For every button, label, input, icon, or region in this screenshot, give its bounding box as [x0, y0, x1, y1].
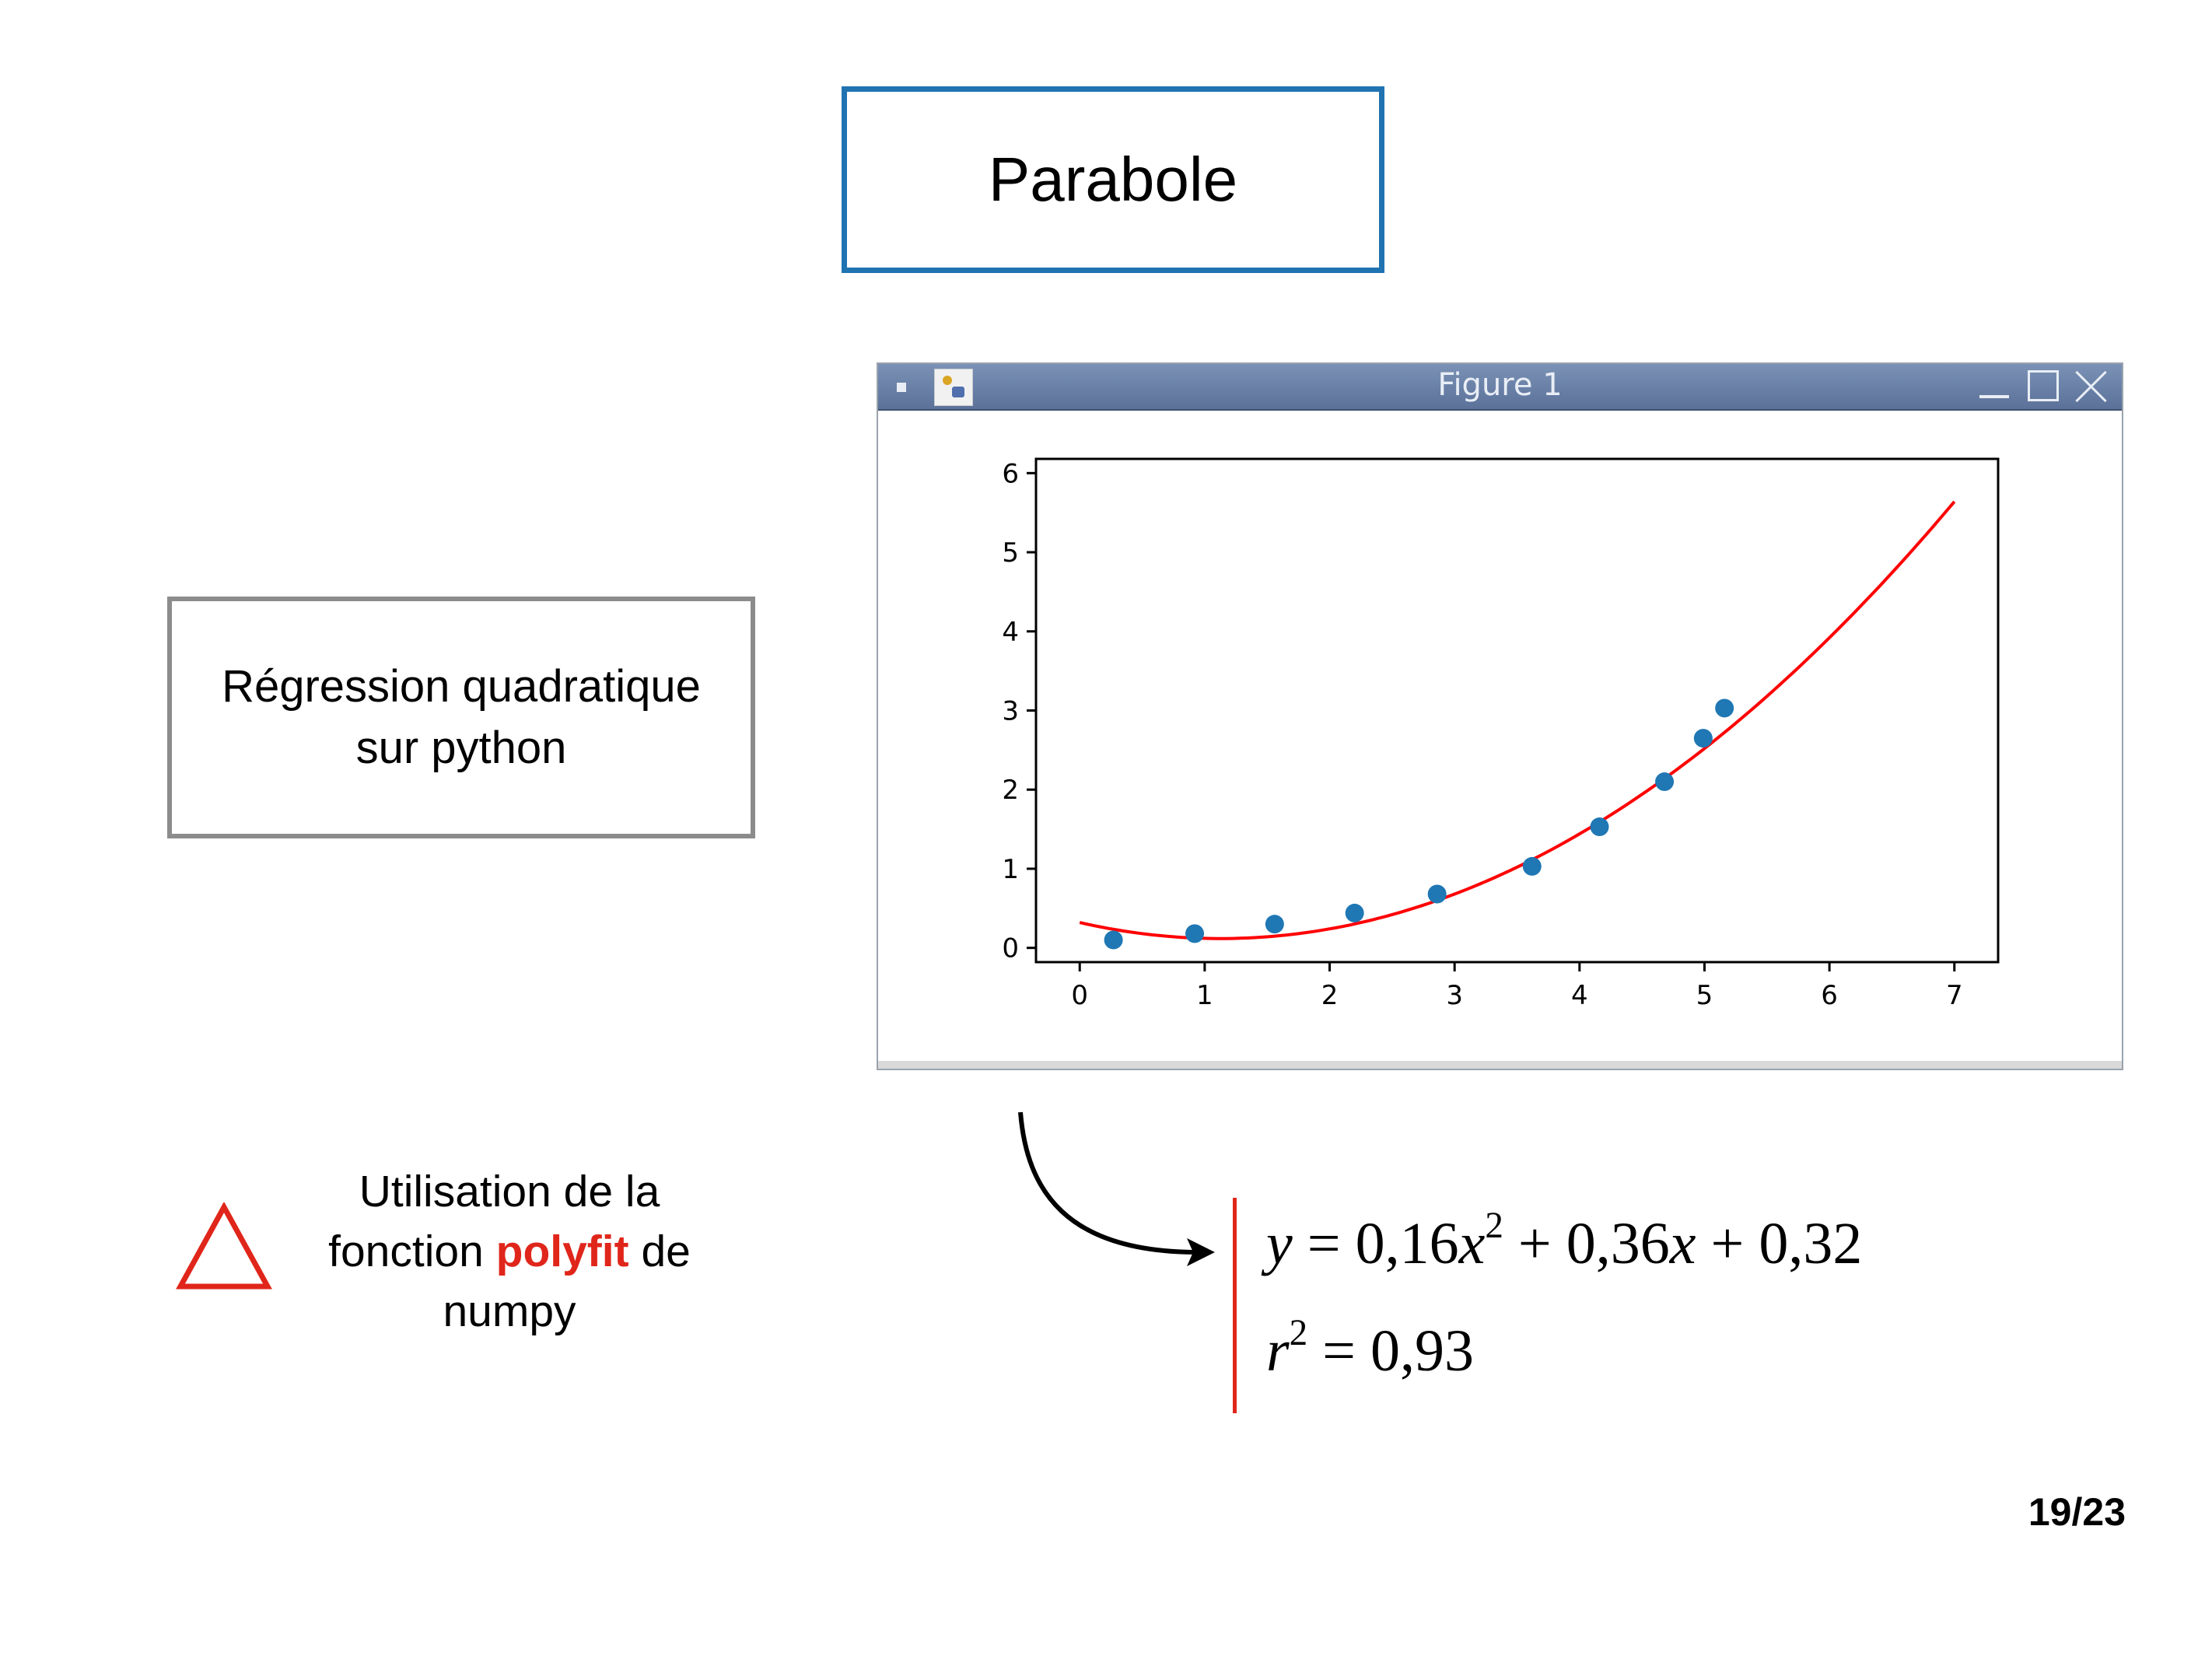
r2-value: 0,93 [1370, 1318, 1475, 1384]
x-tick-label: 3 [1446, 980, 1463, 1011]
eq-coef-b: 0,36 [1566, 1211, 1670, 1276]
warning-triangle-icon [176, 1202, 272, 1290]
x-tick-label: 4 [1571, 980, 1588, 1011]
minimize-icon[interactable] [1978, 369, 2011, 403]
eq-coef-c: 0,32 [1759, 1211, 1863, 1276]
data-point [1345, 903, 1364, 922]
subtitle-box: Régression quadratique sur python [167, 597, 755, 838]
y-tick-label: 1 [1002, 854, 1019, 885]
y-tick-label: 3 [1002, 696, 1019, 727]
window-titlebar[interactable]: Figure 1 [878, 364, 2122, 411]
data-point [1265, 915, 1284, 934]
title-box: Parabole [842, 86, 1384, 273]
subtitle-line-1: Régression quadratique [222, 661, 701, 712]
polyfit-note: Utilisation de la fonction polyfit de nu… [261, 1162, 758, 1342]
regression-equation: y = 0,16x2 + 0,36x + 0,32 [1266, 1206, 1863, 1276]
close-icon[interactable] [2073, 369, 2110, 403]
data-point [1715, 698, 1734, 718]
window-title: Figure 1 [1437, 367, 1563, 403]
eq-coef-a: 0,16 [1355, 1211, 1459, 1276]
note-after: de [628, 1226, 691, 1276]
eq-var-2: x [1669, 1211, 1696, 1276]
x-tick-label: 7 [1946, 980, 1963, 1011]
figure-window: Figure 1 0 1 2 3 4 5 6 0 1 2 3 4 5 6 7 [877, 362, 2123, 1070]
x-tick-label: 1 [1196, 980, 1213, 1011]
data-point [1427, 884, 1447, 904]
x-tick-label: 6 [1821, 980, 1838, 1011]
note-before: fonction [328, 1226, 496, 1276]
window-statusbar [878, 1061, 2122, 1069]
fit-curve [1079, 500, 1956, 940]
x-tick-label: 5 [1696, 980, 1713, 1011]
r2-exponent: 2 [1289, 1313, 1308, 1354]
formula-accent-bar [1233, 1198, 1237, 1413]
data-point [1693, 729, 1713, 748]
eq-lhs: y [1266, 1211, 1293, 1276]
y-tick-label: 5 [1002, 537, 1019, 569]
eq-var-1: x [1458, 1211, 1486, 1276]
data-point [1655, 772, 1675, 792]
x-tick-label: 0 [1071, 980, 1088, 1011]
subtitle-line-2: sur python [355, 722, 567, 773]
data-point [1522, 856, 1542, 876]
plot-area: 0 1 2 3 4 5 6 0 1 2 3 4 5 6 7 [1002, 457, 2000, 1011]
slide-title: Parabole [988, 145, 1238, 214]
y-tick-label: 6 [1002, 458, 1019, 489]
polyfit-highlight: polyfit [495, 1226, 629, 1276]
maximize-icon[interactable] [2028, 370, 2059, 401]
data-point [1590, 817, 1609, 837]
y-tick-label: 2 [1002, 775, 1019, 806]
r2-var: r [1266, 1318, 1290, 1384]
x-tick-label: 2 [1321, 980, 1339, 1011]
data-point [1104, 930, 1123, 950]
subtitle-text: Régression quadratique sur python [222, 656, 701, 779]
axes-frame [1034, 457, 2000, 964]
curved-arrow-icon [1018, 1111, 1215, 1266]
note-line-1: Utilisation de la [359, 1167, 660, 1216]
r-squared: r2 = 0,93 [1266, 1313, 1475, 1384]
y-tick-label: 4 [1002, 617, 1019, 648]
data-point [1185, 924, 1205, 943]
window-menu-icon[interactable] [897, 383, 906, 392]
note-line-2: fonction polyfit de [261, 1222, 758, 1282]
note-line-3: numpy [443, 1286, 576, 1336]
eq-exponent: 2 [1485, 1206, 1503, 1247]
app-icon [934, 369, 973, 406]
y-tick-label: 0 [1002, 933, 1019, 964]
page-number: 19/23 [2028, 1490, 2126, 1534]
